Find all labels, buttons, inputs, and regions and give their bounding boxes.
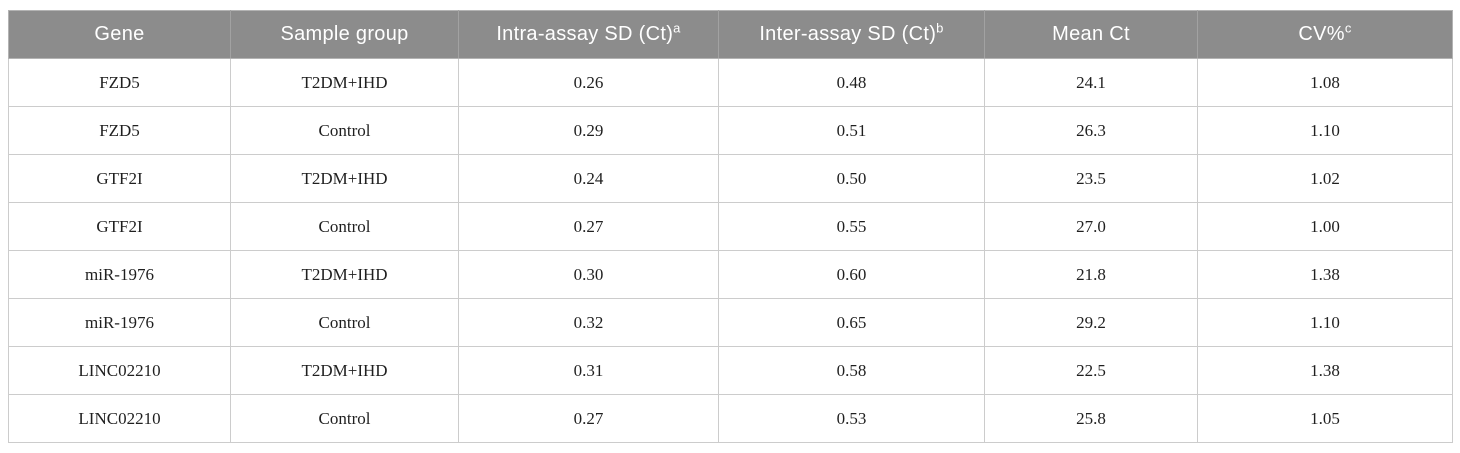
table-cell: 0.31 [458,346,719,395]
table-cell: FZD5 [8,58,231,107]
table-cell: 22.5 [984,346,1198,395]
table-cell: FZD5 [8,106,231,155]
column-header-footnote-mark: b [936,20,944,36]
table-cell: 0.51 [718,106,985,155]
table-cell: miR-1976 [8,298,231,347]
table-row: GTF2I T2DM+IHD 0.24 0.50 23.5 1.02 [8,154,1453,203]
column-header: Gene [8,10,231,59]
table-cell: 0.50 [718,154,985,203]
column-header: Inter-assay SD (Ct)b [718,10,985,59]
table-cell: 1.05 [1197,394,1453,443]
table-cell: T2DM+IHD [230,58,459,107]
table-cell: 0.26 [458,58,719,107]
table-row: FZD5 T2DM+IHD 0.26 0.48 24.1 1.08 [8,58,1453,107]
table-cell: 1.08 [1197,58,1453,107]
table-cell: GTF2I [8,154,231,203]
table-row: FZD5 Control 0.29 0.51 26.3 1.10 [8,106,1453,155]
table-cell: 0.27 [458,394,719,443]
table-cell: Control [230,106,459,155]
table-cell: 0.60 [718,250,985,299]
table-cell: 1.00 [1197,202,1453,251]
table-cell: 0.29 [458,106,719,155]
header-row: Gene Sample group Intra-assay SD (Ct)a Inte… [8,10,1453,59]
column-header-label: Gene [94,23,145,45]
table-cell: 0.55 [718,202,985,251]
column-header-label: CV% [1298,23,1345,45]
table-cell: 23.5 [984,154,1198,203]
table-cell: T2DM+IHD [230,346,459,395]
table-row: miR-1976 T2DM+IHD 0.30 0.60 21.8 1.38 [8,250,1453,299]
table-cell: 1.38 [1197,346,1453,395]
column-header-label: Inter-assay SD (Ct) [759,23,937,45]
column-header-footnote-mark: c [1344,20,1352,36]
column-header: CV%c [1197,10,1453,59]
column-header-label: Mean Ct [1052,23,1130,45]
table-header: Gene Sample group Intra-assay SD (Ct)a Inte… [8,10,1453,59]
table-cell: 0.32 [458,298,719,347]
table-cell: 0.58 [718,346,985,395]
column-header-footnote-mark: a [673,20,681,36]
table-cell: 1.38 [1197,250,1453,299]
table-cell: 24.1 [984,58,1198,107]
table-cell: T2DM+IHD [230,250,459,299]
table-cell: 0.30 [458,250,719,299]
table-body: FZD5 T2DM+IHD 0.26 0.48 24.1 1.08 FZD5 Control 0… [8,58,1453,443]
table-cell: LINC02210 [8,346,231,395]
table-cell: T2DM+IHD [230,154,459,203]
table-cell: 0.24 [458,154,719,203]
table-cell: 0.27 [458,202,719,251]
table-cell: 1.02 [1197,154,1453,203]
table-row: LINC02210 T2DM+IHD 0.31 0.58 22.5 1.38 [8,346,1453,395]
table-cell: 29.2 [984,298,1198,347]
table-cell: 26.3 [984,106,1198,155]
table-cell: 1.10 [1197,298,1453,347]
table-cell: Control [230,202,459,251]
table-cell: 0.65 [718,298,985,347]
table-cell: 0.48 [718,58,985,107]
table-cell: 27.0 [984,202,1198,251]
assay-precision-table: Gene Sample group Intra-assay SD (Ct)a Inte… [8,10,1453,443]
table-row: miR-1976 Control 0.32 0.65 29.2 1.10 [8,298,1453,347]
column-header-label: Intra-assay SD (Ct) [496,23,674,45]
table-row: LINC02210 Control 0.27 0.53 25.8 1.05 [8,394,1453,443]
table-cell: Control [230,298,459,347]
column-header: Intra-assay SD (Ct)a [458,10,719,59]
column-header: Sample group [230,10,459,59]
table-cell: GTF2I [8,202,231,251]
table-cell: 1.10 [1197,106,1453,155]
table-cell: miR-1976 [8,250,231,299]
column-header: Mean Ct [984,10,1198,59]
column-header-label: Sample group [280,23,409,45]
table-row: GTF2I Control 0.27 0.55 27.0 1.00 [8,202,1453,251]
table-cell: LINC02210 [8,394,231,443]
table-cell: Control [230,394,459,443]
table-cell: 25.8 [984,394,1198,443]
table-cell: 21.8 [984,250,1198,299]
table-cell: 0.53 [718,394,985,443]
